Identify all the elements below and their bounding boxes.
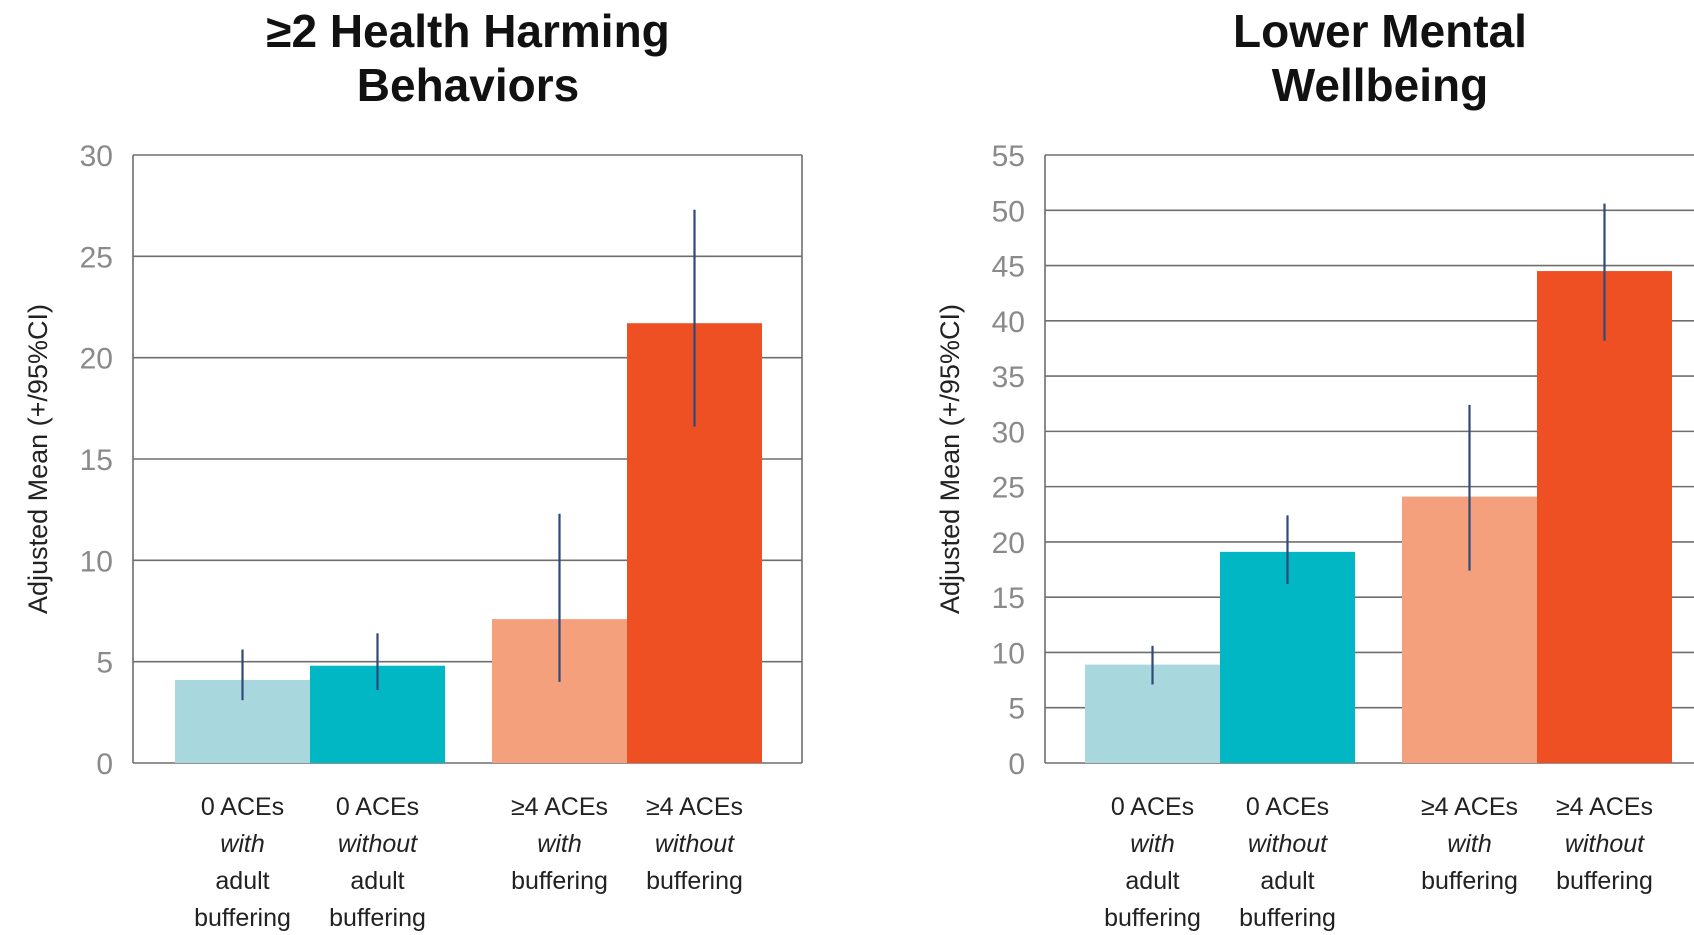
x-category-label: buffering bbox=[329, 904, 426, 932]
bar bbox=[1537, 271, 1672, 763]
y-tick-label: 25 bbox=[992, 472, 1025, 505]
x-category-label: with bbox=[220, 830, 264, 858]
x-category-label: adult bbox=[1260, 867, 1314, 895]
x-category-label: adult bbox=[215, 867, 269, 895]
x-category-label: without bbox=[655, 830, 735, 858]
x-category-label: buffering bbox=[646, 867, 743, 895]
x-category-label: buffering bbox=[1556, 867, 1653, 895]
x-category-label: 0 ACEs bbox=[201, 793, 284, 821]
y-axis-label: Adjusted Mean (+/95%CI) bbox=[935, 304, 965, 614]
x-category-label: ≥4 ACEs bbox=[511, 793, 608, 821]
y-tick-label: 15 bbox=[992, 582, 1025, 615]
x-category-label: 0 ACEs bbox=[1111, 793, 1194, 821]
y-axis-label: Adjusted Mean (+/95%CI) bbox=[23, 304, 53, 614]
y-tick-label: 20 bbox=[80, 343, 113, 376]
y-tick-label: 10 bbox=[992, 637, 1025, 670]
x-category-label: without bbox=[1248, 830, 1328, 858]
x-category-label: ≥4 ACEs bbox=[1421, 793, 1518, 821]
y-tick-label: 5 bbox=[96, 647, 113, 680]
y-tick-label: 45 bbox=[992, 251, 1025, 284]
x-category-label: with bbox=[537, 830, 581, 858]
y-tick-label: 25 bbox=[80, 241, 113, 274]
x-category-label: adult bbox=[1125, 867, 1179, 895]
x-category-label: buffering bbox=[511, 867, 608, 895]
y-tick-label: 30 bbox=[80, 140, 113, 173]
x-category-label: buffering bbox=[1104, 904, 1201, 932]
x-category-label: buffering bbox=[1239, 904, 1336, 932]
y-tick-label: 50 bbox=[992, 195, 1025, 228]
x-category-label: buffering bbox=[1421, 867, 1518, 895]
bar bbox=[1220, 551, 1355, 763]
x-category-label: without bbox=[1565, 830, 1645, 858]
x-category-label: buffering bbox=[194, 904, 291, 932]
chart-title: ≥2 Health Harming bbox=[266, 5, 670, 57]
y-tick-label: 5 bbox=[1008, 693, 1025, 726]
y-tick-label: 35 bbox=[992, 361, 1025, 394]
x-category-label: ≥4 ACEs bbox=[646, 793, 743, 821]
x-category-label: with bbox=[1447, 830, 1491, 858]
x-category-label: with bbox=[1130, 830, 1174, 858]
x-category-label: 0 ACEs bbox=[336, 793, 419, 821]
x-category-label: 0 ACEs bbox=[1246, 793, 1329, 821]
y-tick-label: 10 bbox=[80, 545, 113, 578]
y-tick-label: 55 bbox=[992, 140, 1025, 173]
y-tick-label: 30 bbox=[992, 416, 1025, 449]
x-category-label: ≥4 ACEs bbox=[1556, 793, 1653, 821]
x-category-label: without bbox=[338, 830, 418, 858]
y-tick-label: 0 bbox=[96, 748, 113, 781]
y-tick-label: 20 bbox=[992, 527, 1025, 560]
chart-title: Lower Mental bbox=[1233, 5, 1527, 57]
y-tick-label: 0 bbox=[1008, 748, 1025, 781]
chart-title: Behaviors bbox=[357, 59, 579, 111]
y-tick-label: 40 bbox=[992, 306, 1025, 339]
chart-title: Wellbeing bbox=[1272, 59, 1488, 111]
x-category-label: adult bbox=[350, 867, 404, 895]
y-tick-label: 15 bbox=[80, 444, 113, 477]
